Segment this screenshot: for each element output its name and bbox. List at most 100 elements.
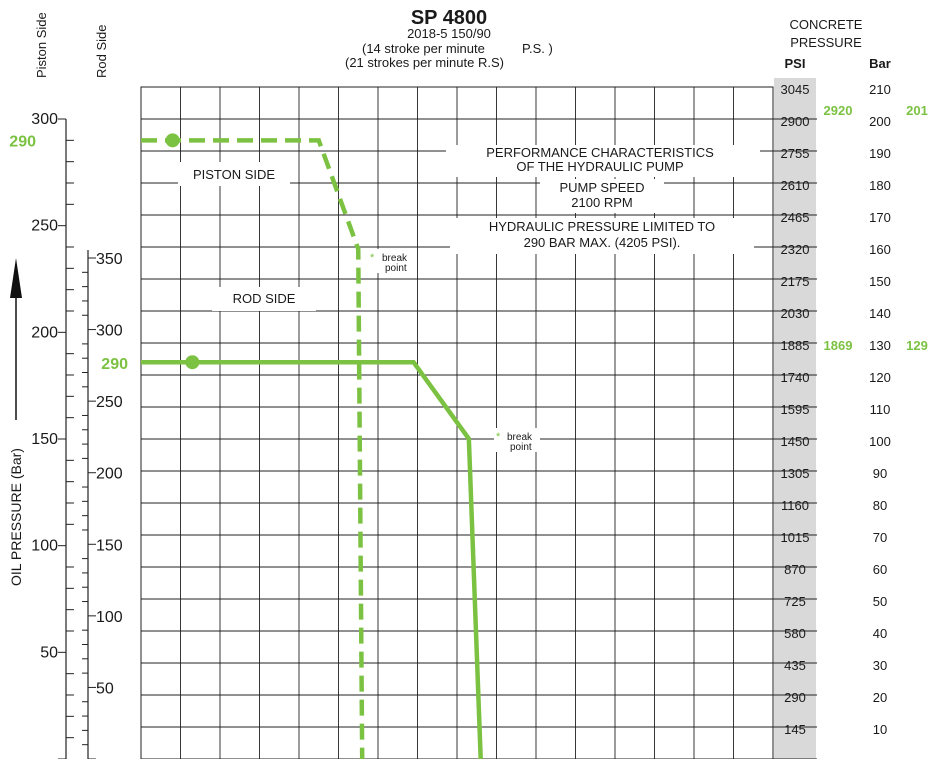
psi-scale-label: 145: [784, 722, 806, 737]
piston-tick-label: 200: [31, 324, 58, 341]
psi-scale-label: 1015: [781, 530, 810, 545]
psi-scale-label: 2900: [781, 114, 810, 129]
rod-side-axis-title: Rod Side: [94, 25, 109, 78]
rod-tick-label: 250: [96, 394, 123, 411]
psi-scale-label: 435: [784, 658, 806, 673]
rod-side-label: ROD SIDE: [233, 291, 296, 306]
psi-scale-label: 1305: [781, 466, 810, 481]
piston-tick-label: 300: [31, 111, 58, 128]
stroke-note-ps: (14 stroke per minute: [362, 41, 485, 56]
piston-side-marker: [165, 133, 180, 148]
break-point-piston-line2: point: [385, 263, 407, 274]
psi-scale-label: 2610: [781, 178, 810, 193]
rod-side-marker: [185, 355, 200, 370]
psi-scale-label: 1160: [781, 498, 809, 513]
psi-scale-label: 290: [784, 690, 806, 705]
series-layer: [141, 133, 483, 759]
bar-scale-label: 170: [869, 210, 891, 225]
break-point-piston-line1: break: [382, 253, 408, 264]
chart-subtitle: 2018-5 150/90: [407, 26, 491, 41]
annotation-pressure-limit: HYDRAULIC PRESSURE LIMITED TO 290 BAR MA…: [450, 218, 754, 254]
bar-scale-label: 150: [869, 274, 891, 289]
annotation-performance-line2: OF THE HYDRAULIC PUMP: [516, 159, 683, 174]
bar-scale-label: 30: [873, 658, 887, 673]
bar-scale-label: 60: [873, 562, 887, 577]
bar-column-header: Bar: [869, 56, 891, 71]
piston-psi-highlight: 2920: [824, 103, 853, 118]
rod-290-label: 290: [101, 356, 128, 373]
concrete-pressure-title-line1: CONCRETE: [790, 17, 863, 32]
psi-scale-label: 580: [784, 626, 806, 641]
annotation-pump-speed: PUMP SPEED 2100 RPM: [540, 179, 664, 213]
bar-scale-label: 130: [869, 338, 891, 353]
bar-scale-label: 80: [873, 498, 887, 513]
bar-scale-label: 40: [873, 626, 887, 641]
piston-side-curve: [141, 138, 365, 759]
piston-tick-label: 150: [31, 431, 58, 448]
rod-tick-label: 50: [96, 680, 114, 697]
piston-side-axis-title: Piston Side: [34, 12, 49, 78]
bar-scale-label: 90: [873, 466, 887, 481]
concrete-pressure-scale: 3045 210 2900 200 2755 190 2610 180 2465 170 2320 1…: [781, 82, 928, 737]
psi-scale-label: 725: [784, 594, 806, 609]
psi-scale-label: 2175: [781, 274, 810, 289]
oil-pressure-arrow-head: [10, 258, 22, 298]
bar-scale-label: 210: [869, 82, 891, 97]
annotation-performance: PERFORMANCE CHARACTERISTICS OF THE HYDRA…: [446, 145, 760, 177]
break-point-rod-star: *: [496, 431, 501, 443]
piston-290-label: 290: [9, 133, 36, 150]
piston-tick-label: 250: [31, 218, 58, 235]
bar-scale-label: 180: [869, 178, 891, 193]
rod-tick-label: 100: [96, 609, 123, 626]
bar-scale-label: 160: [869, 242, 891, 257]
chart-axes: 300 250 200 150 100 50 350 300 250 200 150 100 50 290…: [9, 111, 128, 759]
rod-tick-label: 300: [96, 323, 123, 340]
bar-scale-label: 20: [873, 690, 887, 705]
bar-scale-label: 100: [869, 434, 891, 449]
annotation-piston-side: PISTON SIDE: [178, 162, 290, 186]
psi-scale-label: 2320: [781, 242, 810, 257]
piston-side-label: PISTON SIDE: [193, 167, 275, 182]
bar-scale-label: 120: [869, 370, 891, 385]
concrete-pressure-title-line2: PRESSURE: [790, 35, 862, 50]
bar-scale-label: 110: [870, 402, 891, 417]
chart-title: SP 4800: [411, 7, 487, 29]
psi-scale-label: 2030: [781, 306, 810, 321]
stroke-note-ps-tag: P.S. ): [522, 41, 553, 56]
psi-scale-label: 1740: [781, 370, 810, 385]
rod-tick-label: 200: [96, 466, 123, 483]
bar-scale-label: 50: [873, 594, 887, 609]
rod-tick-label: 150: [96, 537, 123, 554]
bar-scale-label: 190: [869, 146, 891, 161]
rod-side-curve: [141, 359, 483, 759]
bar-scale-label: 200: [869, 114, 891, 129]
annotation-pump-speed-line2: 2100 RPM: [571, 195, 632, 210]
psi-scale-band: [774, 78, 816, 759]
psi-scale-label: 1885: [781, 338, 810, 353]
psi-scale-label: 1595: [781, 402, 810, 417]
annotation-pressure-limit-line2: 290 BAR MAX. (4205 PSI).: [524, 235, 681, 250]
break-point-rod-line2: point: [510, 442, 532, 453]
chart-grid: [140, 86, 817, 759]
break-point-piston: * break point: [368, 249, 414, 274]
break-point-rod-line1: break: [507, 432, 533, 443]
psi-column-header: PSI: [785, 56, 806, 71]
psi-scale-label: 1450: [781, 434, 810, 449]
stroke-note-rs: (21 strokes per minute R.S): [345, 55, 504, 70]
psi-scale-label: 870: [784, 562, 806, 577]
piston-bar-highlight: 201: [906, 103, 928, 118]
bar-scale-label: 140: [869, 306, 891, 321]
rod-psi-highlight: 1869: [824, 338, 853, 353]
annotation-pressure-limit-line1: HYDRAULIC PRESSURE LIMITED TO: [489, 219, 715, 234]
annotation-pump-speed-line1: PUMP SPEED: [559, 180, 644, 195]
annotation-performance-line1: PERFORMANCE CHARACTERISTICS: [486, 145, 714, 160]
piston-tick-label: 100: [31, 538, 58, 555]
psi-scale-label: 2465: [781, 210, 810, 225]
bar-scale-label: 10: [873, 722, 887, 737]
annotation-rod-side: ROD SIDE: [212, 287, 316, 311]
rod-bar-highlight: 129: [906, 338, 928, 353]
break-point-piston-star: *: [370, 252, 375, 264]
oil-pressure-axis-title: OIL PRESSURE (Bar): [8, 448, 24, 586]
rod-tick-label: 350: [96, 251, 123, 268]
